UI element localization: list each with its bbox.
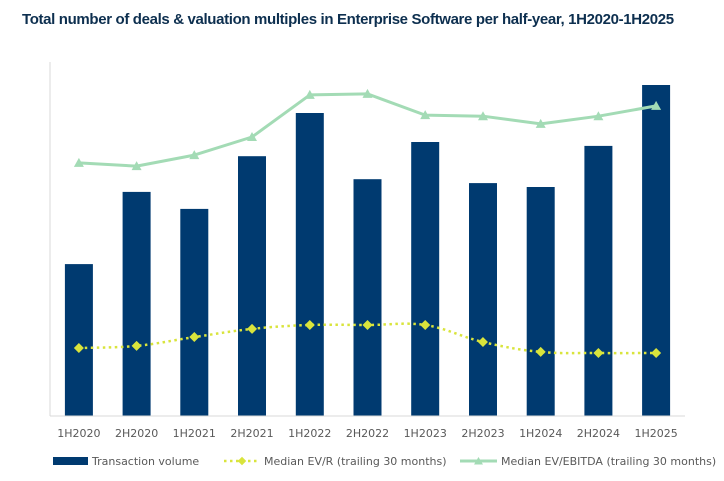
x-tick-label-2H2020: 2H2020 [115,427,158,440]
bar-1H2025 [642,85,671,416]
ev-ebitda-point-2H2022 [362,88,373,98]
legend-label-transaction-volume: Transaction volume [91,455,199,468]
x-tick-label-2H2022: 2H2022 [346,427,389,440]
ev-r-point-1H2021 [189,332,200,343]
ev-ebitda-point-2H2021 [247,132,257,141]
x-tick-label-1H2021: 1H2021 [173,427,216,440]
x-tick-label-1H2020: 1H2020 [57,427,100,440]
x-tick-label-1H2025: 1H2025 [634,427,677,440]
ev-r-point-2H2021 [247,323,258,334]
bar-1H2021 [180,208,209,416]
x-tick-label-1H2024: 1H2024 [519,427,562,440]
ev-r-point-1H2022 [304,320,315,331]
bar-2H2020 [122,191,151,416]
legend-label-ev-ebitda: Median EV/EBITDA (trailing 30 months) [501,455,716,468]
bar-1H2020 [64,264,93,416]
ev-ebitda-point-1H2022 [304,89,315,99]
x-tick-label-2H2024: 2H2024 [577,427,620,440]
ev-r-point-2H2023 [477,337,488,348]
legend-item-ev-r[interactable]: Median EV/R (trailing 30 months) [224,455,447,468]
bar-2H2024 [584,145,613,416]
ev-r-point-1H2020 [73,343,84,354]
x-tick-label-1H2022: 1H2022 [288,427,331,440]
ev-r-point-2H2022 [362,320,373,331]
ev-ebitda-line [78,92,657,168]
x-tick-label-2H2021: 2H2021 [230,427,273,440]
legend-label-ev-r: Median EV/R (trailing 30 months) [264,455,447,468]
ev-ebitda-point-1H2020 [73,157,84,167]
bar-2H2021 [238,156,266,416]
ev-ebitda-point-1H2023 [420,110,431,120]
ev-r-point-1H2024 [535,346,546,357]
ev-ebitda-point-1H2021 [189,150,200,160]
bar-1H2024 [526,187,555,416]
legend-marker-diamond-icon [237,456,247,466]
bar-series-transaction-volume [64,85,671,416]
ev-ebitda-point-2H2024 [593,111,604,121]
bar-1H2022 [295,113,324,416]
legend-swatch-transaction-volume [53,457,88,465]
x-tick-label-1H2023: 1H2023 [404,427,447,440]
ev-r-point-1H2023 [420,320,431,331]
x-tick-label-2H2023: 2H2023 [461,427,504,440]
ev-ebitda-point-2H2023 [478,111,488,121]
legend-marker-triangle-icon [474,457,483,465]
legend-item-ev-ebitda[interactable]: Median EV/EBITDA (trailing 30 months) [460,455,716,468]
ev-r-point-2H2020 [131,340,142,351]
bar-1H2023 [411,142,440,416]
ev-ebitda-point-1H2025 [651,100,662,110]
ev-ebitda-point-1H2024 [535,118,546,128]
bar-2H2023 [469,183,497,416]
legend: Transaction volume Median EV/R (trailing… [53,455,716,468]
x-tick-labels: 1H2020 2H2020 1H2021 2H2021 1H2022 2H2022 1H20… [57,427,677,440]
legend-item-transaction-volume[interactable]: Transaction volume [53,455,199,468]
line-series-ev-r [73,320,662,358]
ev-ebitda-point-2H2020 [131,161,142,171]
chart-title: Total number of deals & valuation multip… [22,11,674,28]
ev-r-point-1H2025 [651,347,662,358]
ev-r-point-2H2024 [593,347,604,358]
line-series-ev-ebitda [73,88,662,171]
bar-2H2022 [353,179,382,416]
